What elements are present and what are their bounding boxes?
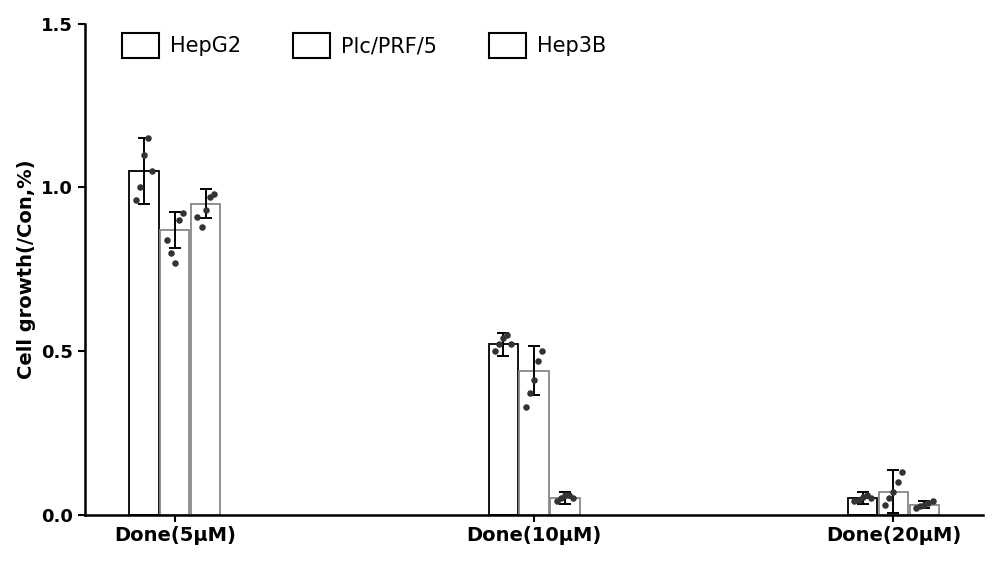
Point bbox=[859, 491, 875, 500]
Point bbox=[163, 248, 179, 257]
Bar bbox=[519, 370, 549, 515]
Point bbox=[851, 495, 867, 504]
Point bbox=[863, 493, 879, 502]
Legend: HepG2, Plc/PRF/5, Hep3B: HepG2, Plc/PRF/5, Hep3B bbox=[113, 24, 614, 66]
Point bbox=[925, 497, 941, 506]
Point bbox=[206, 189, 222, 198]
Point bbox=[565, 493, 581, 502]
Bar bbox=[489, 345, 518, 515]
Point bbox=[159, 235, 175, 244]
Point bbox=[561, 491, 577, 500]
Bar bbox=[879, 492, 908, 515]
Point bbox=[202, 193, 218, 202]
Bar bbox=[191, 203, 220, 515]
Point bbox=[530, 356, 546, 365]
Y-axis label: Cell growth(/Con,%): Cell growth(/Con,%) bbox=[17, 160, 36, 379]
Bar bbox=[160, 230, 189, 515]
Point bbox=[171, 215, 187, 224]
Bar bbox=[848, 498, 877, 515]
Point bbox=[167, 258, 183, 267]
Point bbox=[557, 491, 573, 500]
Point bbox=[908, 504, 924, 513]
Point bbox=[140, 134, 156, 143]
Bar bbox=[910, 505, 939, 515]
Point bbox=[549, 497, 565, 506]
Point bbox=[912, 502, 928, 511]
Point bbox=[136, 150, 152, 159]
Point bbox=[175, 209, 191, 218]
Point bbox=[503, 340, 519, 349]
Point bbox=[885, 487, 901, 496]
Point bbox=[518, 402, 534, 411]
Point bbox=[144, 166, 160, 175]
Point bbox=[132, 183, 148, 192]
Point bbox=[920, 498, 936, 507]
Point bbox=[487, 346, 503, 355]
Bar bbox=[129, 171, 159, 515]
Point bbox=[916, 500, 932, 509]
Point bbox=[198, 206, 214, 215]
Point bbox=[894, 468, 910, 477]
Point bbox=[553, 493, 569, 502]
Point bbox=[877, 500, 893, 509]
Point bbox=[495, 333, 511, 342]
Point bbox=[855, 492, 871, 501]
Bar bbox=[550, 498, 580, 515]
Point bbox=[522, 389, 538, 398]
Point bbox=[128, 196, 144, 205]
Point bbox=[499, 330, 515, 339]
Point bbox=[194, 222, 210, 231]
Point bbox=[491, 340, 507, 349]
Point bbox=[189, 212, 205, 221]
Point bbox=[881, 493, 897, 502]
Point bbox=[534, 346, 550, 355]
Point bbox=[890, 477, 906, 486]
Point bbox=[846, 497, 862, 506]
Point bbox=[526, 376, 542, 385]
